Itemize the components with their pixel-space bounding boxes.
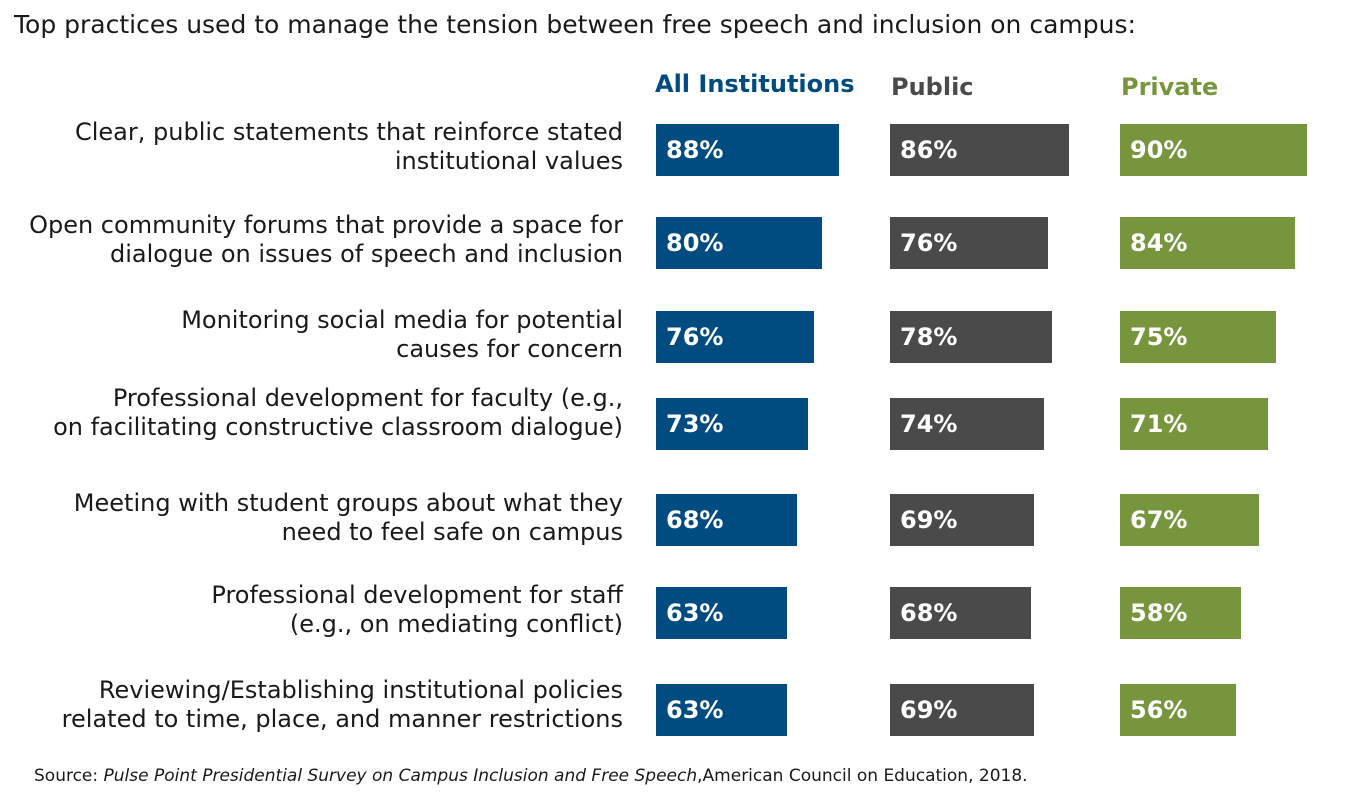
- bar-value-label: 86%: [900, 136, 958, 164]
- bar-public: 69%: [890, 494, 1034, 546]
- bar-value-label: 68%: [900, 599, 958, 627]
- bar-all-institutions: 63%: [656, 587, 787, 639]
- bar-private: 90%: [1120, 124, 1307, 176]
- category-label-line: institutional values: [394, 147, 623, 175]
- category-label-line: Professional development for faculty (e.…: [112, 384, 623, 412]
- category-label-line: causes for concern: [396, 335, 623, 363]
- category-label-line: Meeting with student groups about what t…: [73, 489, 623, 517]
- source-note: Source: Pulse Point Presidential Survey …: [34, 766, 1028, 786]
- bar-value-label: 73%: [666, 410, 724, 438]
- bar-private: 71%: [1120, 398, 1268, 450]
- source-prefix: Source:: [34, 766, 104, 786]
- category-label: Professional development for staff (e.g.,…: [0, 581, 623, 639]
- category-label-line: need to feel safe on campus: [281, 518, 623, 546]
- bar-value-label: 69%: [900, 696, 958, 724]
- bar-value-label: 90%: [1130, 136, 1188, 164]
- bar-public: 68%: [890, 587, 1031, 639]
- category-label-line: dialogue on issues of speech and inclusi…: [110, 240, 623, 268]
- bar-public: 74%: [890, 398, 1044, 450]
- column-header-public: Public: [891, 73, 974, 101]
- category-label-line: Clear, public statements that reinforce …: [74, 118, 623, 146]
- bar-value-label: 63%: [666, 599, 724, 627]
- bar-public: 78%: [890, 311, 1052, 363]
- category-label-line: Monitoring social media for potential: [181, 306, 623, 334]
- bar-public: 69%: [890, 684, 1034, 736]
- bar-value-label: 75%: [1130, 323, 1188, 351]
- column-header-all-institutions: All Institutions: [655, 70, 855, 98]
- category-label-line: Reviewing/Establishing institutional pol…: [98, 676, 623, 704]
- bar-private: 75%: [1120, 311, 1276, 363]
- bar-value-label: 67%: [1130, 506, 1188, 534]
- bar-value-label: 76%: [900, 229, 958, 257]
- bar-value-label: 58%: [1130, 599, 1188, 627]
- bar-private: 56%: [1120, 684, 1236, 736]
- bar-private: 67%: [1120, 494, 1259, 546]
- source-survey-title: Pulse Point Presidential Survey on Campu…: [103, 766, 698, 786]
- bar-value-label: 63%: [666, 696, 724, 724]
- bar-all-institutions: 73%: [656, 398, 808, 450]
- bar-value-label: 71%: [1130, 410, 1188, 438]
- bar-all-institutions: 63%: [656, 684, 787, 736]
- bar-value-label: 74%: [900, 410, 958, 438]
- bar-all-institutions: 88%: [656, 124, 839, 176]
- bar-public: 76%: [890, 217, 1048, 269]
- source-suffix: ,American Council on Education, 2018.: [697, 766, 1028, 786]
- bar-value-label: 56%: [1130, 696, 1188, 724]
- bar-value-label: 88%: [666, 136, 724, 164]
- category-label-line: (e.g., on mediating conflict): [289, 610, 623, 638]
- bar-all-institutions: 80%: [656, 217, 822, 269]
- column-header-private: Private: [1121, 73, 1219, 101]
- bar-private: 84%: [1120, 217, 1295, 269]
- bar-value-label: 78%: [900, 323, 958, 351]
- bar-public: 86%: [890, 124, 1069, 176]
- category-label: Monitoring social media for potential cau…: [0, 306, 623, 364]
- category-label: Professional development for faculty (e.…: [0, 384, 623, 442]
- bar-all-institutions: 76%: [656, 311, 814, 363]
- bar-value-label: 68%: [666, 506, 724, 534]
- category-label: Meeting with student groups about what t…: [0, 489, 623, 547]
- bar-value-label: 76%: [666, 323, 724, 351]
- category-label-line: related to time, place, and manner restr…: [61, 705, 623, 733]
- chart-title: Top practices used to manage the tension…: [14, 10, 1136, 39]
- bar-private: 58%: [1120, 587, 1241, 639]
- bar-value-label: 69%: [900, 506, 958, 534]
- category-label: Reviewing/Establishing institutional pol…: [0, 676, 623, 734]
- bar-value-label: 80%: [666, 229, 724, 257]
- category-label: Clear, public statements that reinforce …: [0, 118, 623, 176]
- bar-all-institutions: 68%: [656, 494, 797, 546]
- bar-value-label: 84%: [1130, 229, 1188, 257]
- category-label-line: Open community forums that provide a spa…: [29, 211, 623, 239]
- category-label: Open community forums that provide a spa…: [0, 211, 623, 269]
- category-label-line: on facilitating constructive classroom d…: [53, 413, 623, 441]
- category-label-line: Professional development for staff: [211, 581, 623, 609]
